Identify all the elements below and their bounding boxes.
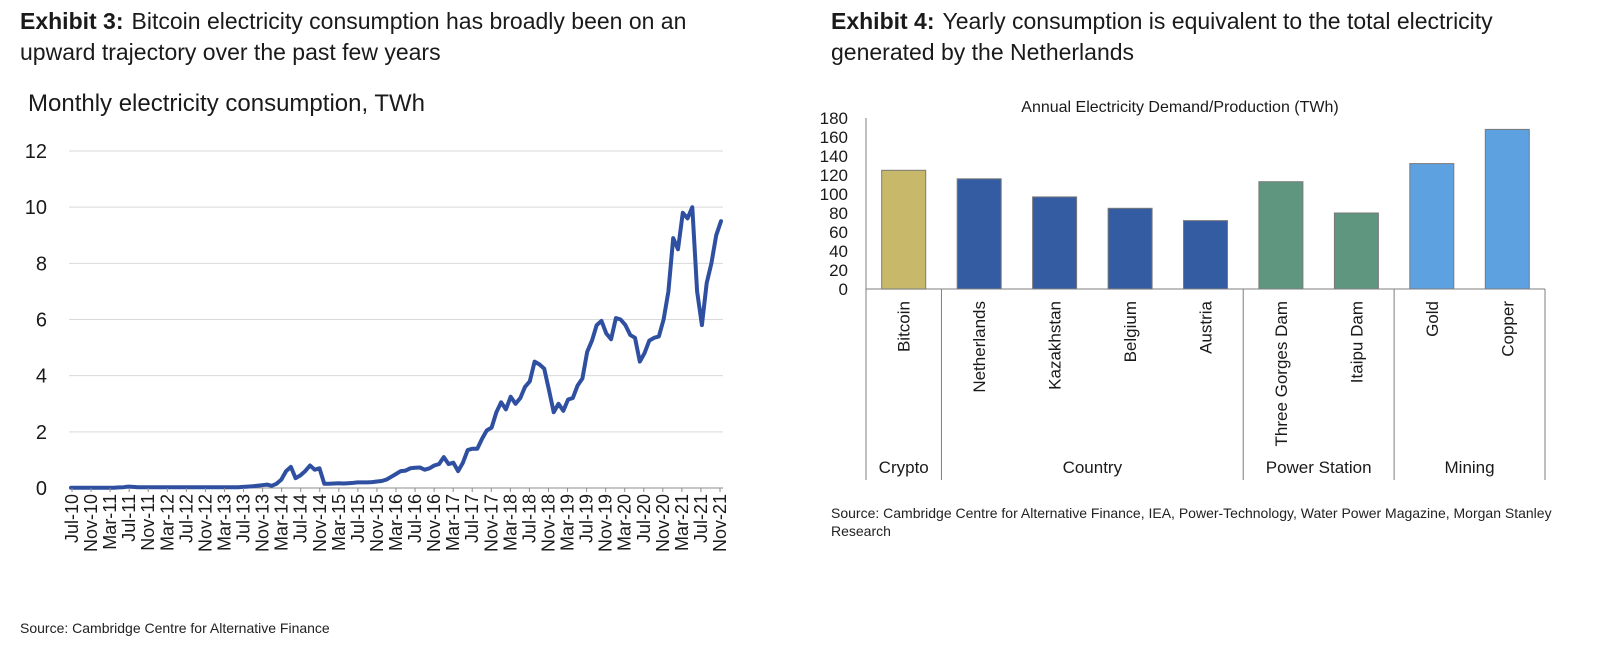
y-tick-label: 60 <box>829 223 848 242</box>
x-tick-label: Nov-10 <box>81 494 101 552</box>
group-label: Mining <box>1445 458 1495 477</box>
category-label: Belgium <box>1121 301 1140 362</box>
x-tick-label: Nov-13 <box>253 494 273 552</box>
x-tick-label: Jul-11 <box>119 494 139 542</box>
x-tick-label: Mar-14 <box>272 494 292 551</box>
x-tick-label: Mar-13 <box>215 494 235 551</box>
x-tick-label: Jul-18 <box>519 494 539 543</box>
bar-bitcoin <box>881 169 927 290</box>
exhibit-4-source: Source: Cambridge Centre for Alternative… <box>831 505 1552 539</box>
y-tick-label: 100 <box>820 185 848 204</box>
y-tick-label: 40 <box>829 242 848 261</box>
y-tick-label: 4 <box>36 366 47 388</box>
x-tick-label: Mar-12 <box>157 494 177 551</box>
x-tick-label: Mar-20 <box>615 494 635 551</box>
category-label: Austria <box>1197 300 1216 353</box>
bar-itaipu-dam <box>1333 212 1379 290</box>
y-tick-label: 80 <box>829 204 848 223</box>
bar-three-gorges-dam <box>1258 181 1304 290</box>
x-tick-label: Jul-10 <box>62 494 82 543</box>
group-label: Power Station <box>1266 458 1372 477</box>
x-tick-label: Nov-12 <box>195 494 215 552</box>
exhibit-4-heading: Yearly consumption is equivalent to the … <box>831 8 1493 65</box>
exhibit-3-label: Exhibit 3: <box>20 8 124 34</box>
x-tick-label: Nov-19 <box>596 494 616 552</box>
y-tick-label: 8 <box>36 253 47 275</box>
y-tick-label: 6 <box>36 310 47 332</box>
x-tick-label: Nov-17 <box>481 494 501 552</box>
y-tick-label: 120 <box>820 166 848 185</box>
y-tick-label: 2 <box>36 422 47 444</box>
y-tick-label: 12 <box>25 141 47 163</box>
x-tick-label: Nov-18 <box>539 494 559 552</box>
category-label: Netherlands <box>970 301 989 393</box>
group-label: Country <box>1063 458 1123 477</box>
y-tick-label: 10 <box>25 197 47 219</box>
x-tick-label: Mar-18 <box>500 494 520 551</box>
x-tick-label: Jul-12 <box>176 494 196 543</box>
bar-gold <box>1409 163 1455 290</box>
line-chart: Monthly electricity consumption, TWh 0 2 4 6… <box>25 90 730 552</box>
x-tick-label: Jul-17 <box>462 494 482 543</box>
exhibit-4-title: Exhibit 4: Yearly consumption is equivale… <box>831 6 1591 68</box>
x-tick-label: Jul-21 <box>691 494 711 543</box>
x-tick-label: Jul-19 <box>577 494 597 543</box>
y-tick-label: 20 <box>829 261 848 280</box>
category-label: Copper <box>1498 301 1517 357</box>
bar-copper <box>1484 128 1530 290</box>
category-label: Gold <box>1423 301 1442 337</box>
x-tick-label: Jul-15 <box>348 494 368 543</box>
x-tick-label: Nov-14 <box>310 494 330 552</box>
x-tick-label: Nov-21 <box>710 494 730 552</box>
exhibit-3-source: Source: Cambridge Centre for Alternative… <box>20 620 330 636</box>
category-label: Bitcoin <box>895 301 914 352</box>
x-tick-label: Nov-16 <box>424 494 444 552</box>
x-tick-label: Mar-19 <box>558 494 578 551</box>
category-label: Kazakhstan <box>1046 301 1065 390</box>
x-tick-label: Mar-11 <box>100 494 120 550</box>
bar-chart-title: Annual Electricity Demand/Production (TW… <box>1021 99 1338 116</box>
y-tick-label: 160 <box>820 128 848 147</box>
x-tick-label: Mar-17 <box>443 494 463 551</box>
x-tick-label: Mar-21 <box>672 494 692 551</box>
exhibit-3-title: Exhibit 3: Bitcoin electricity consumptio… <box>20 6 760 68</box>
consumption-line <box>69 205 723 490</box>
group-label: Crypto <box>879 458 929 477</box>
y-tick-label: 140 <box>820 147 848 166</box>
y-tick-label: 0 <box>839 280 848 299</box>
x-tick-label: Mar-15 <box>329 494 349 551</box>
x-tick-label: Mar-16 <box>386 494 406 551</box>
bar-austria <box>1183 220 1228 290</box>
x-tick-label: Jul-14 <box>291 494 311 543</box>
bar-kazakhstan <box>1032 196 1078 290</box>
y-tick-label: 180 <box>820 109 848 128</box>
x-tick-label: Nov-11 <box>138 494 158 551</box>
x-tick-label: Nov-15 <box>367 494 387 552</box>
category-label: Three Gorges Dam <box>1272 301 1291 447</box>
exhibit-3-heading: Bitcoin electricity consumption has broa… <box>20 8 687 65</box>
x-tick-label: Nov-20 <box>653 494 673 552</box>
bar-belgium <box>1107 207 1153 290</box>
x-tick-label: Jul-20 <box>634 494 654 543</box>
y-tick-label: 0 <box>36 478 47 500</box>
line-chart-title: Monthly electricity consumption, TWh <box>28 90 425 117</box>
exhibit-4-label: Exhibit 4: <box>831 8 935 34</box>
x-tick-label: Jul-13 <box>234 494 254 543</box>
bar-netherlands <box>956 178 1002 290</box>
category-label: Itaipu Dam <box>1347 301 1366 383</box>
x-tick-label: Jul-16 <box>405 494 425 543</box>
